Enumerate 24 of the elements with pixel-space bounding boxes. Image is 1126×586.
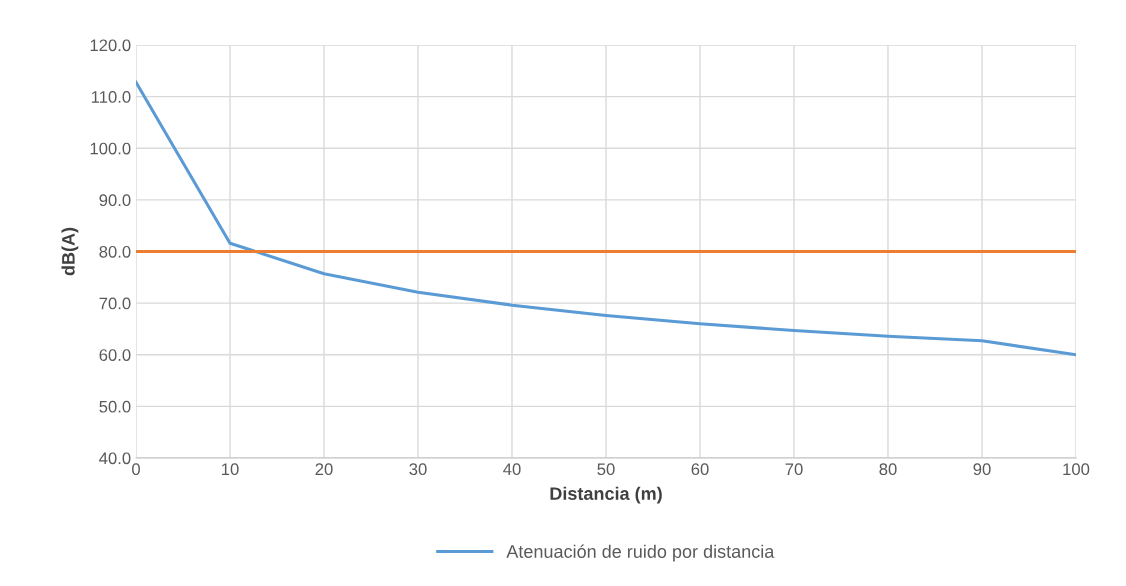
y-tick-label: 120.0	[90, 39, 131, 52]
y-tick-label: 110.0	[91, 91, 131, 103]
x-tick-label: 40	[503, 463, 521, 476]
y-tick-label: 100.0	[90, 142, 131, 155]
x-tick-label: 60	[691, 463, 709, 476]
x-tick-label: 0	[132, 463, 140, 476]
y-tick-label: 50.0	[99, 400, 131, 413]
x-tick-label: 100	[1063, 463, 1090, 476]
y-tick-label: 80.0	[99, 245, 131, 258]
y-tick-label: 40.0	[99, 452, 131, 465]
x-tick-label: 50	[597, 463, 615, 476]
legend-label: Atenuación de ruido por distancia	[506, 544, 775, 562]
y-tick-label: 70.0	[99, 297, 131, 310]
x-tick-label: 70	[785, 463, 803, 476]
y-tick-label: 90.0	[99, 194, 131, 207]
x-tick-label: 80	[879, 463, 897, 476]
x-tick-label: 90	[973, 463, 991, 476]
y-tick-label: 60.0	[99, 349, 131, 361]
y-axis-title: dB(A)	[61, 227, 79, 276]
x-tick-label: 30	[409, 463, 427, 476]
x-tick-label: 10	[222, 463, 239, 476]
line-series	[136, 80, 1076, 357]
x-axis-title: Distancia (m)	[550, 486, 662, 504]
x-tick-label: 20	[315, 463, 333, 476]
